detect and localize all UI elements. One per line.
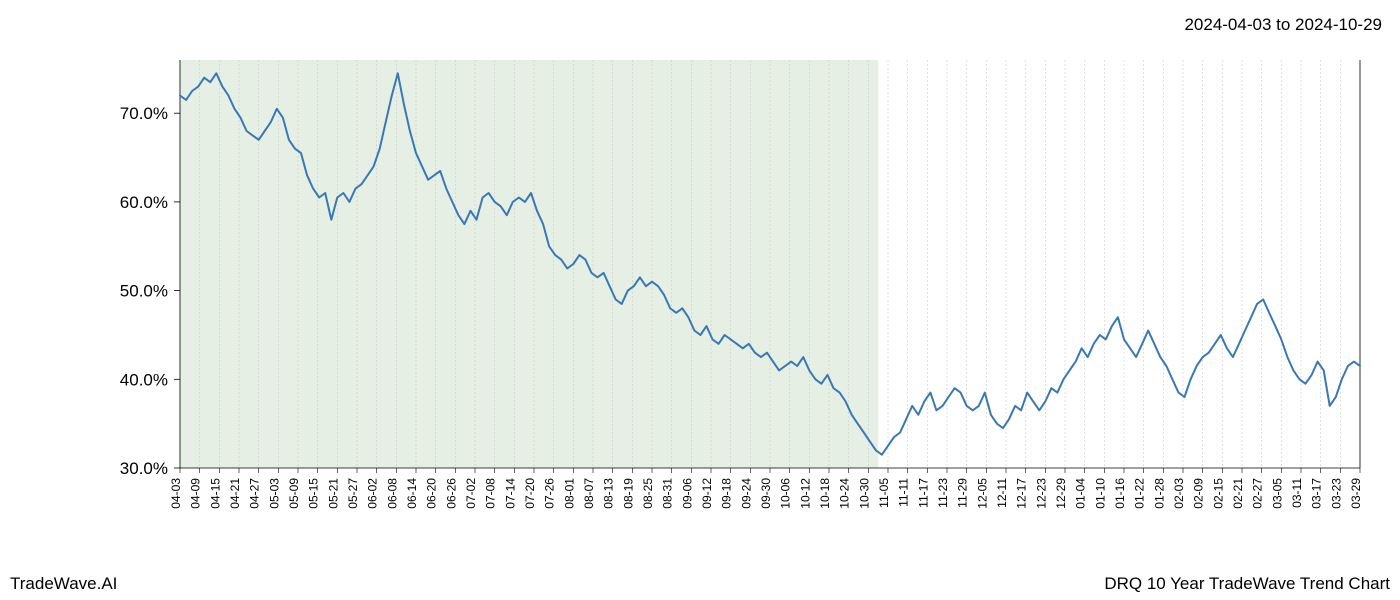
- svg-text:10-06: 10-06: [779, 478, 793, 509]
- svg-text:10-12: 10-12: [798, 478, 812, 509]
- svg-text:01-10: 01-10: [1093, 478, 1107, 509]
- chart-area: 30.0% 40.0% 50.0% 60.0% 70.0% 04-03 04-09 04-15…: [60, 50, 1380, 530]
- svg-text:04-21: 04-21: [228, 478, 242, 509]
- svg-text:07-26: 07-26: [543, 478, 557, 509]
- svg-text:03-11: 03-11: [1290, 478, 1304, 508]
- svg-text:70.0%: 70.0%: [120, 104, 168, 123]
- svg-text:03-17: 03-17: [1310, 478, 1324, 509]
- svg-text:06-20: 06-20: [425, 478, 439, 509]
- svg-text:07-20: 07-20: [523, 478, 537, 509]
- svg-text:06-08: 06-08: [385, 478, 399, 509]
- trend-chart-svg: 30.0% 40.0% 50.0% 60.0% 70.0% 04-03 04-09 04-15…: [60, 50, 1380, 530]
- chart-title-label: DRQ 10 Year TradeWave Trend Chart: [1104, 574, 1390, 594]
- svg-text:01-04: 01-04: [1074, 478, 1088, 509]
- svg-text:12-29: 12-29: [1054, 478, 1068, 509]
- svg-text:06-02: 06-02: [366, 478, 380, 509]
- svg-text:03-05: 03-05: [1270, 478, 1284, 509]
- svg-text:09-30: 09-30: [759, 478, 773, 509]
- svg-text:01-28: 01-28: [1152, 478, 1166, 509]
- svg-text:30.0%: 30.0%: [120, 459, 168, 478]
- svg-text:11-23: 11-23: [936, 478, 950, 508]
- svg-text:60.0%: 60.0%: [120, 193, 168, 212]
- svg-text:04-27: 04-27: [248, 478, 262, 509]
- svg-text:08-19: 08-19: [621, 478, 635, 509]
- svg-text:06-26: 06-26: [444, 478, 458, 509]
- svg-text:08-07: 08-07: [582, 478, 596, 509]
- svg-text:11-11: 11-11: [897, 478, 911, 507]
- svg-text:12-11: 12-11: [995, 478, 1009, 508]
- svg-text:08-31: 08-31: [661, 478, 675, 509]
- svg-text:10-24: 10-24: [838, 478, 852, 509]
- svg-text:09-24: 09-24: [739, 478, 753, 509]
- svg-text:02-15: 02-15: [1211, 478, 1225, 509]
- svg-text:02-21: 02-21: [1231, 478, 1245, 509]
- svg-text:02-27: 02-27: [1251, 478, 1265, 509]
- svg-text:02-03: 02-03: [1172, 478, 1186, 509]
- svg-text:05-27: 05-27: [346, 478, 360, 509]
- svg-text:12-05: 12-05: [975, 478, 989, 509]
- svg-text:09-12: 09-12: [700, 478, 714, 509]
- svg-text:05-15: 05-15: [307, 478, 321, 509]
- svg-text:04-03: 04-03: [169, 478, 183, 509]
- svg-text:09-06: 09-06: [680, 478, 694, 509]
- svg-text:03-23: 03-23: [1329, 478, 1343, 509]
- svg-text:04-09: 04-09: [189, 478, 203, 509]
- svg-text:05-03: 05-03: [267, 478, 281, 509]
- svg-text:10-30: 10-30: [857, 478, 871, 509]
- svg-text:08-01: 08-01: [562, 478, 576, 509]
- svg-text:08-13: 08-13: [602, 478, 616, 509]
- svg-text:11-29: 11-29: [956, 478, 970, 508]
- svg-text:08-25: 08-25: [641, 478, 655, 509]
- svg-text:07-14: 07-14: [503, 478, 517, 509]
- svg-text:12-17: 12-17: [1015, 478, 1029, 509]
- svg-text:07-02: 07-02: [464, 478, 478, 509]
- branding-label: TradeWave.AI: [10, 574, 117, 594]
- svg-text:01-16: 01-16: [1113, 478, 1127, 509]
- svg-text:12-23: 12-23: [1034, 478, 1048, 509]
- svg-text:04-15: 04-15: [208, 478, 222, 509]
- svg-text:05-21: 05-21: [326, 478, 340, 509]
- svg-text:11-05: 11-05: [877, 478, 891, 508]
- svg-text:09-18: 09-18: [720, 478, 734, 509]
- svg-text:03-29: 03-29: [1349, 478, 1363, 509]
- svg-text:11-17: 11-17: [916, 478, 930, 508]
- svg-text:05-09: 05-09: [287, 478, 301, 509]
- svg-text:02-09: 02-09: [1192, 478, 1206, 509]
- svg-text:10-18: 10-18: [818, 478, 832, 509]
- svg-text:07-08: 07-08: [484, 478, 498, 509]
- svg-text:01-22: 01-22: [1133, 478, 1147, 509]
- svg-text:40.0%: 40.0%: [120, 370, 168, 389]
- svg-text:06-14: 06-14: [405, 478, 419, 509]
- date-range-label: 2024-04-03 to 2024-10-29: [1184, 15, 1382, 35]
- svg-text:50.0%: 50.0%: [120, 282, 168, 301]
